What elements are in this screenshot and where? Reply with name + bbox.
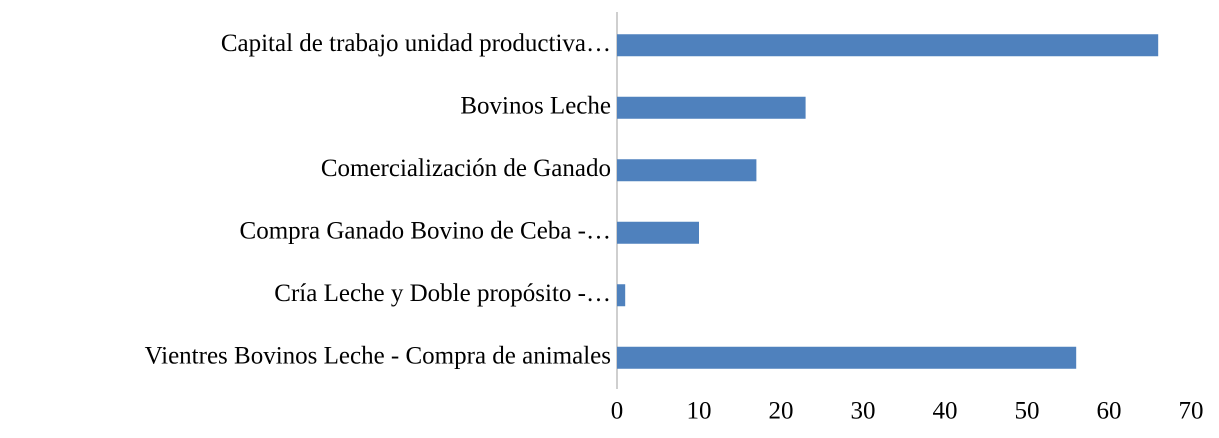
bar: [617, 34, 1159, 57]
y-tick-label: Comercialización de Ganado: [321, 155, 611, 182]
y-tick-label: Cría Leche y Doble propósito -…: [274, 280, 611, 307]
y-tick-label: Bovinos Leche: [460, 92, 611, 119]
y-tick-label: Vientres Bovinos Leche - Compra de anima…: [145, 342, 611, 369]
x-tick-label: 50: [1015, 398, 1040, 425]
bar: [617, 96, 806, 119]
bar: [617, 221, 699, 244]
x-tick-label: 10: [687, 398, 712, 425]
x-tick-label: 0: [611, 398, 624, 425]
bar: [617, 346, 1077, 369]
bar: [617, 284, 626, 307]
x-tick-label: 40: [933, 398, 958, 425]
x-tick-label: 20: [769, 398, 794, 425]
bar: [617, 159, 757, 182]
x-tick-label: 70: [1179, 398, 1204, 425]
x-tick-label: 60: [1097, 398, 1122, 425]
y-tick-label: Capital de trabajo unidad productiva…: [221, 30, 611, 57]
y-tick-label: Compra Ganado Bovino de Ceba -…: [240, 217, 611, 244]
x-tick-label: 30: [851, 398, 876, 425]
